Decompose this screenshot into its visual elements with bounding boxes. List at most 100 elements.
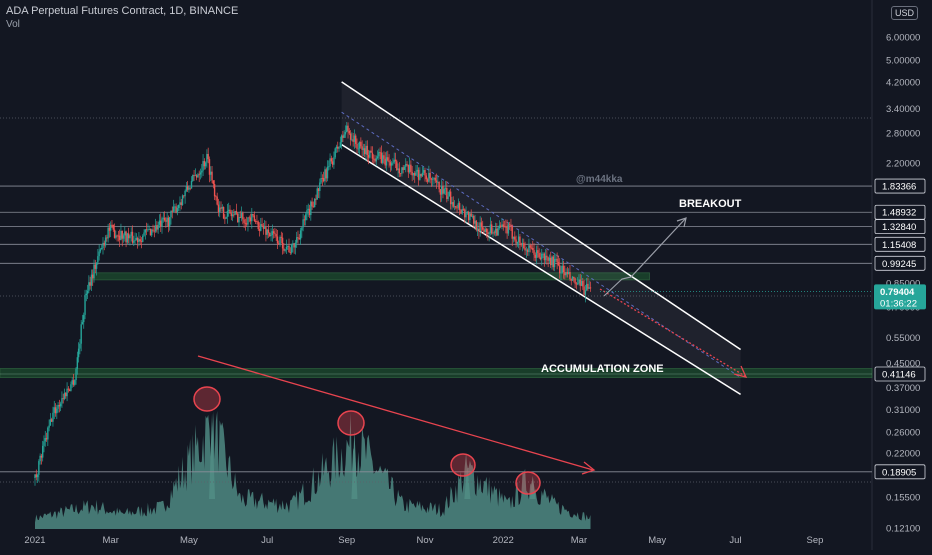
y-tick-label: 0.31000 [886,405,920,416]
candle-body [174,206,176,208]
candle-body [163,217,166,221]
candle-body [317,188,320,191]
candle-body [430,178,433,180]
candle-body [190,181,193,189]
candle-body [440,186,443,195]
candle-body [497,227,499,236]
candle-body [469,213,471,221]
x-tick-label: Mar [571,535,587,546]
candle-body [417,169,420,180]
candle-body [444,188,447,189]
candle-body [393,159,395,163]
candle-body [376,156,379,159]
candle-body [420,173,422,177]
candle-body [371,152,374,159]
candle-body [238,217,240,223]
candle-body [470,213,472,217]
candle-body [348,130,351,134]
candle-body [121,230,123,239]
candle-body [112,224,114,230]
currency-button[interactable]: USD [891,6,919,20]
candle-body [257,221,259,230]
x-tick-label: Jul [261,535,273,546]
candle-body [108,227,111,231]
candle-body [299,230,302,240]
candle-body [442,186,444,194]
candle-body [464,209,466,218]
level-tag-label: 0.99245 [882,259,916,270]
candle-body [84,295,86,315]
candle-body [319,182,321,191]
candle-body [301,227,303,231]
candle-body [230,213,232,217]
candle-body [519,236,521,244]
candle-body [149,229,152,236]
candle-body [247,217,249,225]
accumulation-zone-label: ACCUMULATION ZONE [541,363,664,375]
candle-body [308,208,311,216]
candle-body [429,172,431,179]
candle-body [89,282,91,286]
candle-body [285,246,288,250]
volume-trend-arrowhead [581,461,596,475]
level-tag-box [874,255,926,271]
candle-body [101,247,103,250]
candle-body [561,265,563,273]
candle-body [406,164,408,165]
candle-body [380,152,383,163]
candle-body [423,170,425,173]
candle-body [287,245,289,247]
candle-body [292,243,294,245]
candle-body [467,212,470,221]
candle-body [111,224,113,226]
candle-body [166,217,168,222]
candle-body [344,132,347,135]
candle-body [465,213,467,218]
candle-body [414,173,416,176]
candle-body [387,157,389,161]
candle-body [553,258,556,268]
candle-body [385,157,388,166]
candle-body [278,243,280,245]
candle-body [219,207,221,213]
candle-body [346,125,348,133]
candle-body [478,228,480,232]
candle-body [364,148,366,155]
candle-body [244,222,247,224]
candle-body [74,380,76,385]
candle-body [75,368,77,381]
candle-body [496,228,498,236]
candle-body [375,158,377,162]
candle-body [329,158,331,167]
candle-body [206,153,208,163]
candle-body [533,250,535,255]
accumulation-zone-band [0,368,873,378]
y-tick-label: 0.37000 [886,383,920,394]
candle-body [460,210,462,214]
candle-body [45,438,48,440]
x-tick-label: Jul [729,535,741,546]
candle-body [162,217,164,219]
candle-body [49,419,52,426]
candle-body [367,155,370,158]
candle-body [565,272,567,276]
candle-body [374,159,376,162]
breakout-arrow [603,217,687,297]
candle-body [475,220,478,231]
candle-body [339,142,342,148]
candle-body [243,219,245,223]
candle-body [310,201,312,216]
candle-body [157,224,159,230]
volume-indicator-label[interactable]: Vol [6,19,20,30]
candle-body [142,235,144,242]
candle-body [410,164,412,172]
candle-body [115,235,117,238]
candle-body [179,202,181,205]
candle-body [524,248,526,251]
candle-body [170,210,172,218]
candle-body [148,229,150,230]
candle-body [186,186,189,190]
y-tick-label: 0.12100 [886,523,920,534]
